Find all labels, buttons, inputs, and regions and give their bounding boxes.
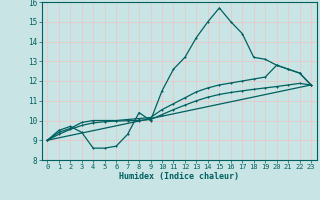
X-axis label: Humidex (Indice chaleur): Humidex (Indice chaleur) (119, 172, 239, 181)
